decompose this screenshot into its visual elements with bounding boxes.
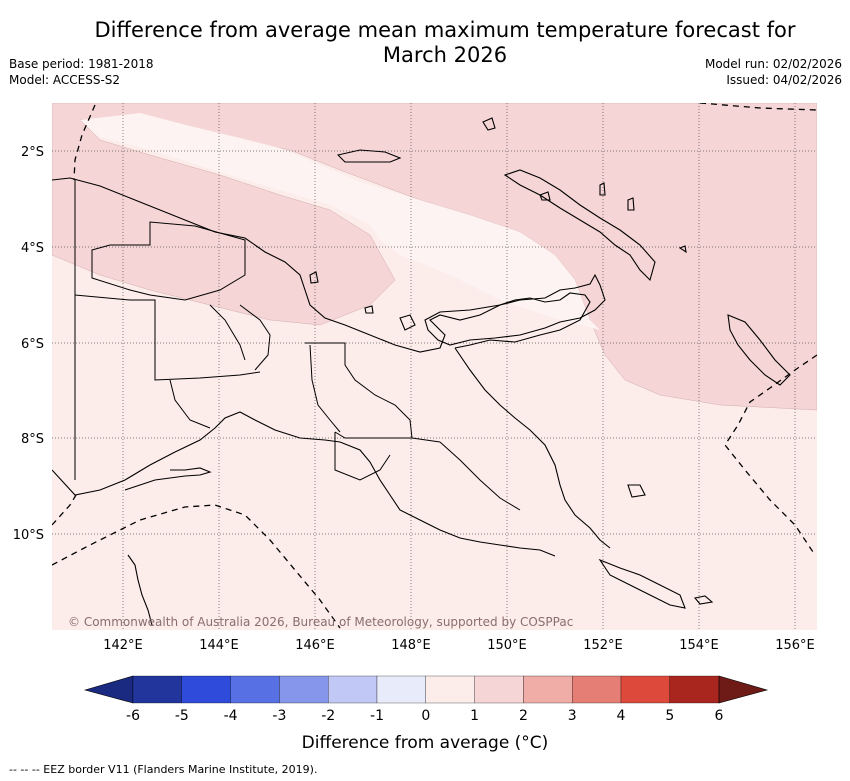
colorbar-tick: 0 — [421, 708, 430, 724]
lat-labels: 2°S 4°S 6°S 8°S 10°S — [13, 145, 44, 543]
eez-borders — [52, 103, 817, 629]
colorbar-tick: -1 — [370, 708, 384, 724]
admin-borders — [74, 180, 521, 511]
colorbar-tick: 1 — [470, 708, 479, 724]
colorbar-segment — [572, 675, 622, 704]
lat-label: 6°S — [21, 337, 44, 352]
model-name: Model: ACCESS-S2 — [9, 73, 121, 87]
lon-label: 156°E — [775, 638, 815, 653]
lat-label: 8°S — [21, 432, 44, 447]
colorbar-tick: -2 — [321, 708, 335, 724]
colorbar-segment — [669, 675, 720, 704]
colorbar-tick: 5 — [665, 708, 674, 724]
lon-label: 148°E — [391, 638, 431, 653]
graticule — [52, 103, 817, 630]
colorbar-tick: -6 — [126, 708, 140, 724]
map-area: © Commonwealth of Australia 2026, Bureau… — [52, 103, 817, 630]
colorbar-tick: -5 — [175, 708, 189, 724]
colorbar-label: Difference from average (°C) — [301, 733, 549, 753]
colorbar-tick: 3 — [568, 708, 577, 724]
map-title: Difference from average mean maximum tem… — [94, 18, 796, 67]
model-run: Model run: 02/02/2026 — [704, 57, 842, 71]
lon-label: 142°E — [103, 638, 143, 653]
colorbar-segment — [181, 675, 231, 704]
lon-label: 152°E — [583, 638, 623, 653]
colorbar-ticks: -6 -5 -4 -3 -2 -1 0 1 2 3 4 5 6 — [126, 708, 724, 724]
lon-label: 150°E — [487, 638, 527, 653]
colorbar-under-arrow — [83, 675, 134, 704]
colorbar-tick: -3 — [272, 708, 286, 724]
eez-footnote: -- -- -- EEZ border V11 (Flanders Marine… — [9, 763, 318, 776]
colorbar-segment — [523, 675, 573, 704]
attribution: © Commonwealth of Australia 2026, Bureau… — [68, 615, 573, 629]
anomaly-pale-band — [80, 113, 600, 330]
colorbar-segment — [230, 675, 280, 704]
colorbar-segment — [279, 675, 329, 704]
lon-label: 144°E — [199, 638, 239, 653]
lon-label: 146°E — [295, 638, 335, 653]
colorbar-tick: -4 — [224, 708, 238, 724]
colorbar-tick: 4 — [617, 708, 626, 724]
colorbar: -6 -5 -4 -3 -2 -1 0 1 2 3 4 5 6 — [83, 675, 769, 724]
colorbar-segment — [425, 675, 475, 704]
colorbar-segment — [132, 675, 182, 704]
issued-date: Issued: 04/02/2026 — [726, 73, 842, 87]
meta-left: Base period: 1981-2018 Model: ACCESS-S2 — [9, 56, 154, 88]
coastlines — [52, 117, 791, 626]
base-period: Base period: 1981-2018 — [9, 57, 154, 71]
colorbar-segment — [328, 675, 378, 704]
colorbar-segment — [474, 675, 524, 704]
lat-label: 10°S — [13, 528, 44, 543]
colorbar-tick: 2 — [519, 708, 528, 724]
colorbar-segment — [376, 675, 426, 704]
colorbar-segment — [620, 675, 670, 704]
lon-labels: 142°E 144°E 146°E 148°E 150°E 152°E 154°… — [103, 638, 815, 653]
lon-label: 154°E — [679, 638, 719, 653]
lat-label: 2°S — [21, 145, 44, 160]
forecast-map[interactable]: © Commonwealth of Australia 2026, Bureau… — [0, 0, 850, 730]
colorbar-over-arrow — [718, 675, 769, 704]
lat-label: 4°S — [21, 241, 44, 256]
colorbar-tick: 6 — [715, 708, 724, 724]
meta-right: Model run: 02/02/2026 Issued: 04/02/2026 — [705, 56, 842, 88]
